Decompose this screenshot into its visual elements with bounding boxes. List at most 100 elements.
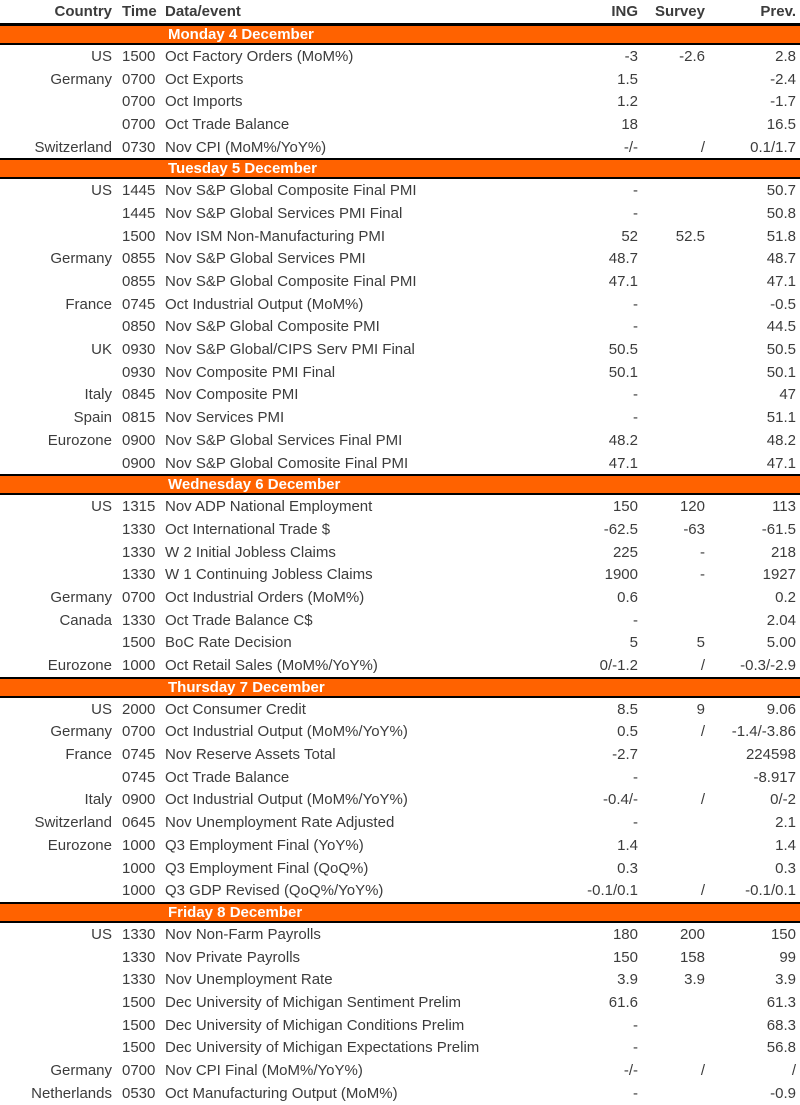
cell-event: Nov Reserve Assets Total [165, 746, 336, 764]
cell-time: 2000 [122, 700, 156, 718]
cell-prev: -0.3/-2.9 [740, 657, 796, 675]
cell-survey [638, 316, 705, 339]
cell-survey [638, 766, 705, 789]
cell-survey [638, 248, 705, 271]
cell-ing: -/- [623, 138, 638, 156]
cell-ing: 1.2 [617, 93, 638, 111]
event-row: 1330 Oct International Trade $ -62.5 -63 -61… [0, 518, 800, 541]
cell-survey: / [700, 791, 705, 809]
cell-prev: 1.4 [775, 836, 796, 854]
cell-prev: 0.1/1.7 [750, 138, 796, 156]
day-section-title: Thursday 7 December [0, 676, 800, 698]
cell-event: Nov S&P Global/CIPS Serv PMI Final [165, 341, 415, 359]
cell-event: Oct Consumer Credit [165, 700, 306, 718]
cell-survey [638, 1082, 705, 1105]
cell-country: Eurozone [47, 836, 112, 854]
cell-survey: 120 [679, 498, 705, 516]
cell-event: BoC Rate Decision [165, 634, 292, 652]
event-row: 1500 BoC Rate Decision 5 5 5.00 [0, 632, 800, 655]
cell-country: US [91, 925, 112, 943]
event-row: US 1500 Oct Factory Orders (MoM%) -3 -2.6 2.8 [0, 44, 800, 68]
cell-survey [638, 811, 705, 834]
cell-event: Oct Retail Sales (MoM%/YoY%) [165, 657, 378, 675]
cell-survey [638, 384, 705, 407]
cell-time: 1330 [122, 566, 156, 584]
day-section-row: Friday 8 December [0, 902, 800, 924]
cell-country [0, 361, 112, 384]
event-row: Eurozone 1000 Oct Retail Sales (MoM%/YoY%)… [0, 654, 800, 678]
cell-prev: 0.2 [775, 588, 796, 606]
event-row: 1330 W 2 Initial Jobless Claims 225 - 218 [0, 541, 800, 564]
day-section-row: Wednesday 6 December [0, 474, 800, 496]
event-row: 0745 Oct Trade Balance - -8.917 [0, 766, 800, 789]
day-section-row: Tuesday 5 December [0, 158, 800, 180]
cell-prev: 50.7 [766, 182, 796, 200]
cell-ing: - [633, 1016, 638, 1034]
cell-prev: 218 [770, 543, 796, 561]
cell-event: Nov S&P Global Composite Final PMI [165, 273, 417, 291]
cell-country [0, 541, 112, 564]
cell-survey [638, 429, 705, 452]
cell-event: Q3 GDP Revised (QoQ%/YoY%) [165, 882, 384, 900]
day-section-title: Friday 8 December [0, 902, 800, 924]
cell-country [0, 968, 112, 991]
cell-ing: -/- [623, 1062, 638, 1080]
cell-event: Nov Composite PMI Final [165, 363, 336, 381]
cell-country: US [91, 182, 112, 200]
cell-event: Nov Services PMI [165, 409, 285, 427]
cell-country [0, 991, 112, 1014]
cell-time: 0900 [122, 431, 156, 449]
cell-prev: 224598 [745, 746, 796, 764]
cell-ing: 18 [621, 115, 638, 133]
cell-survey: / [700, 657, 705, 675]
cell-event: Oct Industrial Output (MoM%) [165, 295, 364, 313]
cell-time: 0930 [122, 363, 156, 381]
cell-ing: 50.1 [608, 363, 638, 381]
event-row: 0930 Nov Composite PMI Final 50.1 50.1 [0, 361, 800, 384]
event-row: Spain 0815 Nov Services PMI - 51.1 [0, 406, 800, 429]
event-row: Switzerland 0730 Nov CPI (MoM%/YoY%) -/- / 0.… [0, 136, 800, 160]
cell-ing: - [633, 409, 638, 427]
cell-time: 1500 [122, 993, 156, 1011]
cell-event: Oct Manufacturing Output (MoM%) [165, 1084, 398, 1102]
cell-prev: / [791, 1062, 796, 1080]
cell-ing: - [633, 182, 638, 200]
day-section-row: Thursday 7 December [0, 676, 800, 698]
cell-ing: -3 [624, 47, 638, 65]
cell-survey [638, 834, 705, 857]
cell-country [0, 1037, 112, 1060]
cell-ing: 48.7 [608, 250, 638, 268]
cell-prev: 50.5 [766, 341, 796, 359]
cell-survey [638, 1014, 705, 1037]
cell-event: Oct Industrial Orders (MoM%) [165, 588, 365, 606]
cell-event: Nov Composite PMI [165, 386, 299, 404]
cell-country [0, 316, 112, 339]
cell-country [0, 270, 112, 293]
cell-country [0, 113, 112, 136]
cell-survey [638, 1037, 705, 1060]
cell-ing: 8.5 [617, 700, 638, 718]
cell-country: US [91, 700, 112, 718]
table-header-row: Country Time Data/event ING Survey Prev. [0, 0, 800, 26]
event-row: Switzerland 0645 Nov Unemployment Rate Adj… [0, 811, 800, 834]
cell-event: Nov ADP National Employment [165, 498, 373, 516]
cell-ing: - [633, 814, 638, 832]
cell-ing: -0.4/- [602, 791, 638, 809]
cell-ing: 1.4 [617, 836, 638, 854]
event-row: Italy 0900 Oct Industrial Output (MoM%/YoY… [0, 789, 800, 812]
cell-country: US [91, 498, 112, 516]
cell-prev: 0/-2 [770, 791, 796, 809]
header-prev: Prev. [705, 0, 800, 26]
cell-event: Nov S&P Global Services PMI [165, 250, 366, 268]
cell-time: 1000 [122, 836, 156, 854]
event-row: 0700 Oct Imports 1.2 -1.7 [0, 90, 800, 113]
cell-time: 1500 [122, 227, 156, 245]
cell-ing: - [633, 386, 638, 404]
event-row: 1330 Nov Unemployment Rate 3.9 3.9 3.9 [0, 968, 800, 991]
cell-survey [638, 338, 705, 361]
event-row: 1330 W 1 Continuing Jobless Claims 1900 - 19… [0, 563, 800, 586]
event-row: Germany 0700 Oct Industrial Output (MoM%/Y… [0, 721, 800, 744]
cell-ing: 50.5 [608, 341, 638, 359]
cell-event: Oct Exports [165, 70, 244, 88]
cell-survey: - [700, 566, 705, 584]
